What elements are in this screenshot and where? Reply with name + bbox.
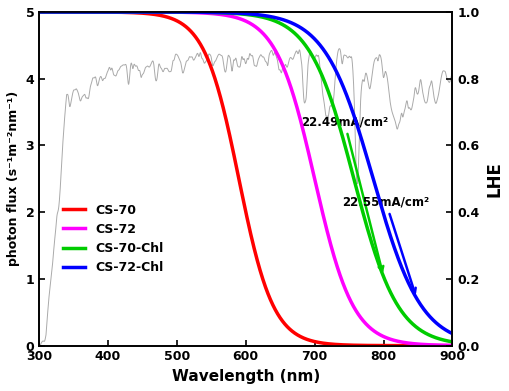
Text: 22.49mA/cm²: 22.49mA/cm² — [300, 115, 387, 271]
Y-axis label: LHE: LHE — [484, 161, 502, 197]
X-axis label: Wavelength (nm): Wavelength (nm) — [172, 369, 319, 384]
Text: 22.55mA/cm²: 22.55mA/cm² — [342, 196, 429, 293]
Legend: CS-70, CS-72, CS-70-Chl, CS-72-Chl: CS-70, CS-72, CS-70-Chl, CS-72-Chl — [58, 199, 168, 279]
Y-axis label: photon flux (s⁻¹m⁻²nm⁻¹): photon flux (s⁻¹m⁻²nm⁻¹) — [7, 91, 20, 266]
